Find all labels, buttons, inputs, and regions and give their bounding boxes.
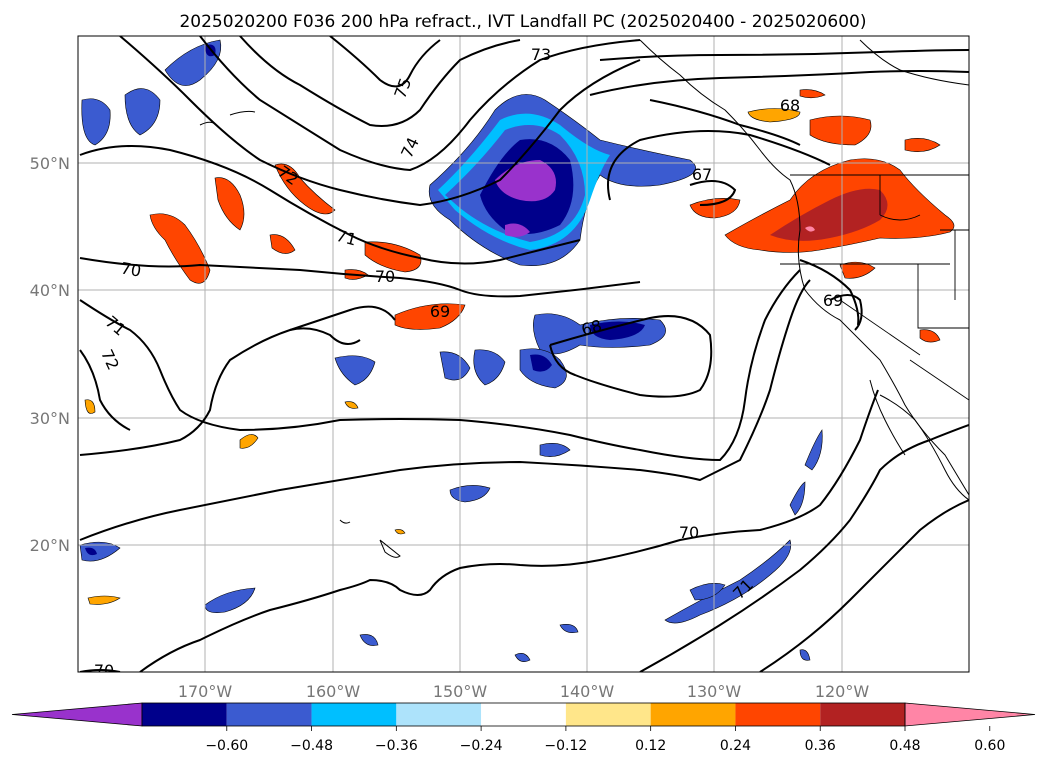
colorbar-segment	[735, 703, 821, 726]
colorbar-segment	[142, 703, 227, 726]
colorbar-tick-label: −0.12	[544, 738, 587, 754]
colorbar-segment	[396, 703, 482, 726]
lon-tick-label: 170°W	[178, 682, 233, 701]
colorbar-segment	[650, 703, 736, 726]
colorbar: −0.60 −0.48 −0.36 −0.24 −0.12 0.12 0.24 0.36 0.4…	[11, 702, 1036, 754]
colorbar-segment	[820, 703, 905, 726]
colorbar-tick-label: 0.12	[635, 738, 666, 754]
lat-tick-label: 20°N	[30, 536, 70, 555]
contour-label: 71	[334, 226, 359, 250]
lon-tick-label: 150°W	[433, 682, 488, 701]
lon-tick-label: 120°W	[815, 682, 870, 701]
lat-tick-label: 50°N	[30, 154, 70, 173]
contour-label: 70	[94, 661, 114, 680]
lon-tick-label: 160°W	[306, 682, 361, 701]
contour-label: 68	[579, 316, 604, 340]
colorbar-segment	[481, 703, 566, 726]
colorbar-segment	[311, 703, 397, 726]
lon-tick-labels: 170°W 160°W 150°W 140°W 130°W 120°W	[178, 682, 870, 701]
colorbar-segment	[565, 703, 651, 726]
colorbar-tick-label: 0.60	[974, 738, 1005, 754]
colorbar-tick-label: −0.48	[290, 738, 333, 754]
colorbar-tick-label: 0.36	[805, 738, 836, 754]
colorbar-tick-label: −0.24	[460, 738, 503, 754]
contour-label: 73	[531, 45, 551, 64]
lon-tick-label: 140°W	[560, 682, 615, 701]
lat-tick-labels: 20°N 30°N 40°N 50°N	[30, 154, 70, 555]
shaded-anomalies	[79, 39, 955, 662]
colorbar-tick-label: 0.24	[720, 738, 751, 754]
colorbar-tick-label: −0.60	[205, 738, 248, 754]
refractivity-contours	[79, 36, 969, 672]
map-frame	[77, 35, 970, 673]
map-title: 2025020200 F036 200 hPa refract., IVT La…	[179, 12, 866, 32]
map-area: 73 75 74 72 71 70 70 69 68 67 68 69 71 7…	[78, 36, 969, 680]
boundaries	[780, 174, 969, 401]
contour-label: 70	[679, 523, 699, 542]
colorbar-frame	[141, 702, 906, 727]
colorbar-segment	[226, 703, 312, 726]
colorbar-extend-low	[11, 702, 143, 727]
contour-label: 69	[430, 302, 450, 321]
contour-label: 70	[119, 258, 142, 280]
contour-label: 70	[375, 267, 395, 286]
colorbar-extend-high	[904, 702, 1036, 727]
colorbar-tick-label: −0.36	[375, 738, 418, 754]
colorbar-tick-label: 0.48	[889, 738, 920, 754]
lon-tick-label: 130°W	[687, 682, 742, 701]
contour-label: 68	[780, 96, 800, 115]
contour-label: 67	[692, 165, 712, 184]
lat-tick-label: 40°N	[30, 281, 70, 300]
graticule	[78, 36, 969, 672]
lat-tick-label: 30°N	[30, 409, 70, 428]
contour-label: 69	[823, 291, 843, 310]
